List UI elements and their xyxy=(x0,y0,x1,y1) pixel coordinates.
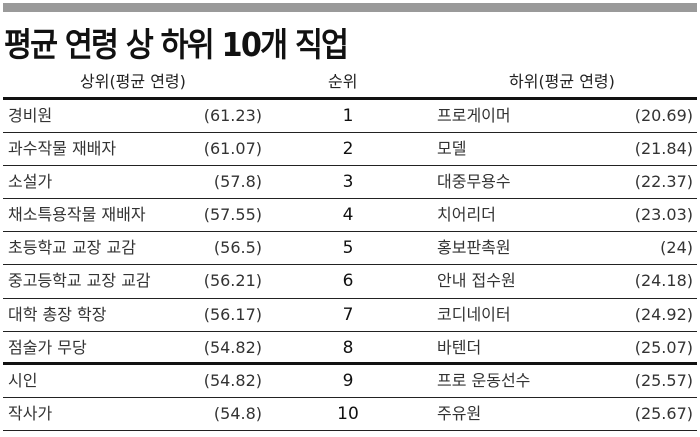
bottom-job-age: (20.69) xyxy=(634,106,693,125)
top-job-age: (56.5) xyxy=(213,238,262,258)
top-job-name: 소설가 xyxy=(8,172,53,192)
header-top: 상위(평균 연령) xyxy=(80,72,186,91)
bottom-job-name: 모델 xyxy=(437,139,467,159)
bottom-job-name: 대중무용수 xyxy=(437,172,511,192)
top-job-name: 점술가 무당 xyxy=(8,337,87,357)
header-rule xyxy=(3,97,697,100)
table-row: 초등학교 교장 교감 (56.5) 5 홍보판촉원 (24) xyxy=(3,232,697,266)
rank: 7 xyxy=(342,304,354,325)
table-body: 경비원 (61.23) 1 프로게이머 (20.69) 과수작물 재배자 (61.07) 2 모… xyxy=(3,100,697,431)
top-job-age: (54.82) xyxy=(203,337,262,357)
bottom-job-age: (22.37) xyxy=(634,172,693,192)
top-job-age: (57.8) xyxy=(213,172,262,192)
table-row: 경비원 (61.23) 1 프로게이머 (20.69) xyxy=(3,100,697,134)
table-row: 대학 총장 학장 (56.17) 7 코디네이터 (24.92) xyxy=(3,299,697,332)
bottom-job-name: 프로게이머 xyxy=(437,106,511,125)
top-job-name: 초등학교 교장 교감 xyxy=(8,238,136,258)
header-bottom: 하위(평균 연령) xyxy=(509,72,615,91)
table-row: 소설가 (57.8) 3 대중무용수 (22.37) xyxy=(3,166,697,200)
top-job-name: 시인 xyxy=(8,370,38,390)
rank: 9 xyxy=(342,370,354,391)
rank: 4 xyxy=(342,205,354,226)
top-job-age: (57.55) xyxy=(203,205,262,225)
bottom-job-age: (25.07) xyxy=(634,337,693,357)
rank: 8 xyxy=(342,337,354,358)
top-job-name: 대학 총장 학장 xyxy=(8,304,107,324)
bottom-job-age: (24.18) xyxy=(634,271,693,291)
top-job-age: (61.23) xyxy=(203,106,262,125)
bottom-job-age: (25.67) xyxy=(634,403,693,423)
rank: 1 xyxy=(342,106,354,126)
table-row: 점술가 무당 (54.82) 8 바텐더 (25.07) xyxy=(3,332,697,365)
bottom-job-name: 주유원 xyxy=(437,403,482,423)
top-bar xyxy=(3,3,697,12)
top-job-name: 작사가 xyxy=(8,403,53,423)
top-job-name: 경비원 xyxy=(8,106,53,125)
top-job-age: (54.82) xyxy=(203,370,262,390)
rank: 6 xyxy=(342,271,354,292)
rank: 5 xyxy=(342,238,354,259)
top-job-age: (54.8) xyxy=(213,403,262,423)
bottom-job-age: (21.84) xyxy=(634,139,693,159)
bottom-job-name: 바텐더 xyxy=(437,337,482,357)
table-row: 채소특용작물 재배자 (57.55) 4 치어리더 (23.03) xyxy=(3,199,697,233)
rank: 3 xyxy=(342,172,354,193)
bottom-job-age: (23.03) xyxy=(634,205,693,225)
top-job-age: (56.21) xyxy=(203,271,262,291)
bottom-job-name: 치어리더 xyxy=(437,205,496,225)
bottom-job-name: 프로 운동선수 xyxy=(437,370,531,390)
table-row: 과수작물 재배자 (61.07) 2 모델 (21.84) xyxy=(3,133,697,167)
bottom-job-name: 안내 접수원 xyxy=(437,271,516,291)
table-row: 시인 (54.82) 9 프로 운동선수 (25.57) xyxy=(3,365,697,398)
page-title: 평균 연령 상 하위 10개 직업 xyxy=(4,25,349,64)
bottom-job-age: (24.92) xyxy=(634,304,693,324)
bottom-job-age: (25.57) xyxy=(634,370,693,390)
top-job-age: (56.17) xyxy=(203,304,262,324)
top-job-name: 채소특용작물 재배자 xyxy=(8,205,146,225)
top-job-name: 과수작물 재배자 xyxy=(8,139,117,159)
header-rank: 순위 xyxy=(328,72,358,91)
top-job-age: (61.07) xyxy=(203,139,262,159)
rank: 10 xyxy=(337,403,359,424)
table-row: 작사가 (54.8) 10 주유원 (25.67) xyxy=(3,398,697,431)
bottom-job-name: 코디네이터 xyxy=(437,304,511,324)
bottom-job-name: 홍보판촉원 xyxy=(437,238,511,258)
rank: 2 xyxy=(342,139,354,160)
top-job-name: 중고등학교 교장 교감 xyxy=(8,271,151,291)
table-row: 중고등학교 교장 교감 (56.21) 6 안내 접수원 (24.18) xyxy=(3,265,697,299)
bottom-job-age: (24) xyxy=(660,238,693,258)
